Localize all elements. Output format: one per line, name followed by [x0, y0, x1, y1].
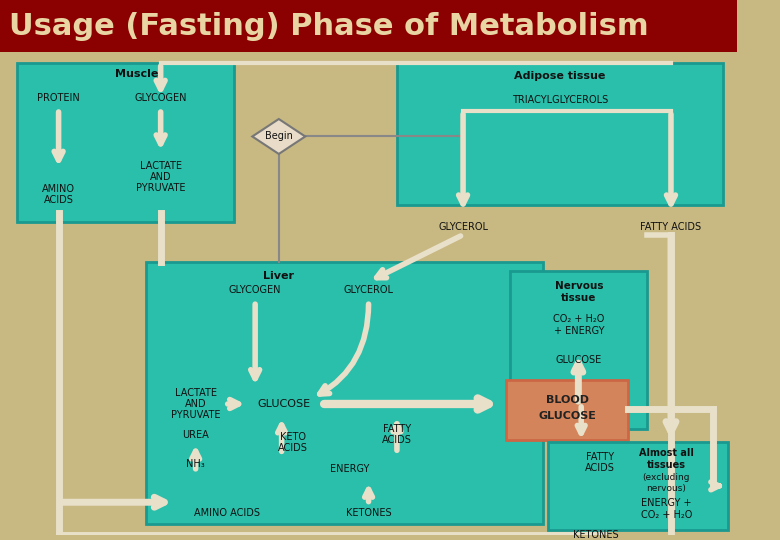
FancyBboxPatch shape — [505, 380, 629, 440]
Text: AMINO: AMINO — [42, 184, 75, 194]
Text: TRIACYLGLYCEROLS: TRIACYLGLYCEROLS — [512, 96, 608, 105]
FancyBboxPatch shape — [510, 271, 647, 429]
FancyBboxPatch shape — [548, 442, 728, 530]
Text: GLYCEROL: GLYCEROL — [438, 222, 488, 232]
Text: GLYCOGEN: GLYCOGEN — [229, 286, 282, 295]
Text: Liver: Liver — [264, 271, 294, 281]
Text: UREA: UREA — [183, 429, 209, 440]
Text: Muscle: Muscle — [115, 69, 158, 79]
Text: KETO: KETO — [280, 432, 306, 442]
Text: FATTY ACIDS: FATTY ACIDS — [640, 222, 701, 232]
Text: NH₃: NH₃ — [186, 459, 205, 469]
Text: KETONES: KETONES — [346, 508, 392, 518]
Text: Adipose tissue: Adipose tissue — [514, 71, 605, 82]
Text: LACTATE: LACTATE — [175, 388, 217, 398]
Text: CO₂ + H₂O: CO₂ + H₂O — [640, 510, 692, 521]
Text: + ENERGY: + ENERGY — [554, 326, 604, 336]
Text: GLYCOGEN: GLYCOGEN — [134, 93, 187, 103]
Text: KETONES: KETONES — [573, 530, 619, 540]
Text: nervous): nervous) — [647, 483, 686, 492]
Text: LACTATE: LACTATE — [140, 161, 182, 171]
Text: Nervous: Nervous — [555, 281, 603, 291]
Text: BLOOD: BLOOD — [545, 395, 589, 404]
FancyBboxPatch shape — [397, 63, 723, 205]
Text: Usage (Fasting) Phase of Metabolism: Usage (Fasting) Phase of Metabolism — [9, 12, 649, 40]
Text: tissue: tissue — [561, 293, 597, 303]
Text: FATTY: FATTY — [586, 453, 614, 462]
Text: Begin: Begin — [265, 131, 292, 141]
Text: PYRUVATE: PYRUVATE — [136, 183, 186, 193]
Text: ENERGY: ENERGY — [330, 464, 370, 475]
Polygon shape — [252, 119, 305, 154]
Text: AND: AND — [185, 399, 207, 409]
Text: GLUCOSE: GLUCOSE — [555, 355, 602, 365]
Text: ENERGY +: ENERGY + — [641, 498, 692, 508]
Text: ACIDS: ACIDS — [585, 463, 615, 474]
Text: AND: AND — [150, 172, 172, 182]
Text: PYRUVATE: PYRUVATE — [171, 410, 221, 420]
Text: GLUCOSE: GLUCOSE — [257, 399, 310, 409]
Text: CO₂ + H₂O: CO₂ + H₂O — [553, 314, 604, 324]
Text: (excluding: (excluding — [643, 472, 690, 482]
Text: ACIDS: ACIDS — [278, 443, 308, 453]
Text: AMINO ACIDS: AMINO ACIDS — [193, 508, 260, 518]
FancyBboxPatch shape — [147, 262, 544, 524]
Text: PROTEIN: PROTEIN — [37, 93, 80, 103]
Text: tissues: tissues — [647, 460, 686, 470]
FancyBboxPatch shape — [17, 63, 234, 221]
FancyBboxPatch shape — [0, 0, 737, 52]
Text: ACIDS: ACIDS — [44, 195, 73, 205]
Text: FATTY: FATTY — [383, 424, 411, 434]
Text: Almost all: Almost all — [639, 448, 693, 458]
Text: GLYCEROL: GLYCEROL — [343, 286, 394, 295]
Text: GLUCOSE: GLUCOSE — [538, 411, 596, 421]
Text: ACIDS: ACIDS — [382, 435, 412, 445]
